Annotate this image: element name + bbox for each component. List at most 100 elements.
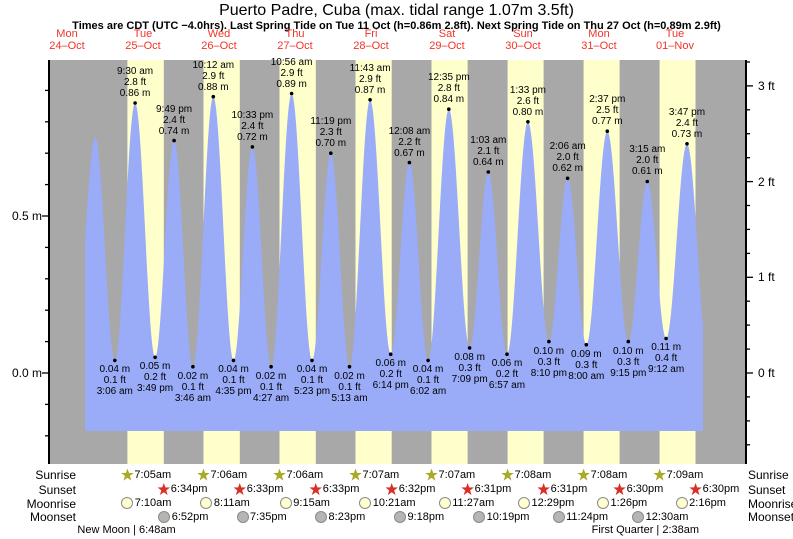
moonset-time: 7:35pm xyxy=(250,510,287,523)
chart-subtitle: Times are CDT (UTC −4.0hrs). Last Spring… xyxy=(72,20,721,32)
moonrise-circle-icon xyxy=(279,497,292,509)
moonrise-time: 8:11am xyxy=(213,497,250,509)
high-tide-label: 11:43 am 2.9 ft 0.87 m xyxy=(349,62,391,96)
moonrise-time: 10:21am xyxy=(372,497,416,509)
day-label: Tue 01–Nov xyxy=(656,28,694,52)
high-tide-label: 3:47 pm 2.4 ft 0.73 m xyxy=(668,106,706,140)
sunrise-time: 7:08am xyxy=(514,468,552,481)
moonset-time: 8:23pm xyxy=(328,510,366,523)
moonrise-time: 1:26pm xyxy=(610,497,648,509)
low-tide-label: 0.02 m 0.1 ft 3:46 am xyxy=(174,370,211,404)
sunrise-time: 7:07am xyxy=(438,468,476,481)
high-tide-label: 12:35 pm 2.8 ft 0.84 m xyxy=(427,72,470,106)
moonrise-time: 2:16pm xyxy=(689,497,726,509)
tide-area xyxy=(85,93,703,432)
high-tide-label: 10:12 am 2.9 ft 0.88 m xyxy=(192,59,235,93)
sunrise-time: 7:06am xyxy=(286,468,324,481)
moonset-time: 11:24pm xyxy=(566,510,609,523)
almanac-row-label-left-sunrise: Sunrise xyxy=(35,468,76,482)
almanac-row-label-left-sunset: Sunset xyxy=(38,482,76,497)
sunset-time: 6:34pm xyxy=(170,483,208,495)
almanac-row-label-right-sunset: Sunset xyxy=(748,482,786,497)
low-tide-label: 0.10 m 0.3 ft 8:10 pm xyxy=(530,345,567,379)
axis-label-m: 0.0 m xyxy=(11,366,42,380)
day-label: Tue 25–Oct xyxy=(125,28,161,52)
day-label: Mon 31–Oct xyxy=(581,28,617,52)
almanac-row-label-left-moonrise: Moonrise xyxy=(26,496,76,511)
moonrise-circle-icon xyxy=(359,497,372,509)
moonset-time: 6:52pm xyxy=(171,510,209,523)
moonset-circle-icon xyxy=(473,510,486,523)
sunrise-time: 7:05am xyxy=(134,468,172,481)
moonrise-circle-icon xyxy=(675,497,688,509)
high-tide-label: 1:33 pm 2.6 ft 0.80 m xyxy=(509,84,546,118)
high-tide-label: 10:56 am 2.9 ft 0.89 m xyxy=(270,56,313,90)
moonrise-circle-icon xyxy=(121,497,134,509)
sunset-time: 6:30pm xyxy=(702,483,740,495)
moonrise-circle-icon xyxy=(518,497,531,509)
moon-phase-note: New Moon | 6:48am xyxy=(77,524,176,536)
day-label: Sun 30–Oct xyxy=(505,28,541,52)
moonrise-time: 12:29pm xyxy=(531,497,575,509)
moonset-time: 10:19pm xyxy=(486,510,530,523)
day-label: Sat 29–Oct xyxy=(429,28,465,52)
moonset-time: 12:30am xyxy=(645,510,689,523)
high-tide-label: 2:06 am 2.0 ft 0.62 m xyxy=(549,141,586,175)
moonset-circle-icon xyxy=(632,510,645,523)
high-tide-label: 9:30 am 2.8 ft 0.86 m xyxy=(117,65,154,99)
page-title: Puerto Padre, Cuba (max. tidal range 1.0… xyxy=(219,2,574,19)
low-tide-label: 0.02 m 0.1 ft 4:27 am xyxy=(253,370,290,404)
moonset-circle-icon xyxy=(315,510,328,523)
axis-label-ft: 3 ft xyxy=(758,78,775,93)
moonrise-time: 7:10am xyxy=(134,497,172,509)
low-tide-label: 0.06 m 0.2 ft 6:57 am xyxy=(488,358,526,392)
low-tide-label: 0.10 m 0.3 ft 9:15 pm xyxy=(610,345,647,379)
moonrise-circle-icon xyxy=(597,497,610,509)
axis-lines-and-ticks xyxy=(42,60,753,464)
low-tide-label: 0.04 m 0.1 ft 3:06 am xyxy=(96,364,133,398)
almanac-row-label-left-moonset: Moonset xyxy=(29,510,76,524)
day-label: Wed 26–Oct xyxy=(201,28,237,52)
moonrise-circle-icon xyxy=(200,497,213,509)
low-tide-label: 0.04 m 0.1 ft 6:02 am xyxy=(410,364,447,398)
sunrise-time: 7:06am xyxy=(210,468,248,481)
axis-label-ft: 1 ft xyxy=(758,270,775,285)
high-tide-label: 3:15 am 2.0 ft 0.61 m xyxy=(629,144,666,178)
almanac-row-label-right-sunrise: Sunrise xyxy=(748,468,789,482)
low-tide-label: 0.02 m 0.1 ft 5:13 am xyxy=(331,370,368,404)
axis-label-m: 0.5 m xyxy=(11,209,42,223)
moonset-circle-icon xyxy=(158,510,171,523)
sunrise-time: 7:07am xyxy=(362,468,400,481)
sunset-time: 6:31pm xyxy=(474,483,512,495)
low-tide-label: 0.09 m 0.3 ft 8:00 am xyxy=(568,348,605,382)
moonset-circle-icon xyxy=(393,510,406,523)
almanac-row-label-right-moonrise: Moonrise xyxy=(748,496,793,511)
moonrise-time: 11:27am xyxy=(452,497,495,509)
sunset-time: 6:30pm xyxy=(626,483,664,495)
sunset-time: 6:32pm xyxy=(398,483,436,495)
moonset-circle-icon xyxy=(236,510,249,523)
sunrise-time: 7:09am xyxy=(666,468,704,481)
sunset-time: 6:33pm xyxy=(322,483,360,495)
moonset-circle-icon xyxy=(552,510,565,523)
low-tide-label: 0.08 m 0.3 ft 7:09 pm xyxy=(451,351,488,385)
sunset-time: 6:33pm xyxy=(246,483,284,495)
axis-label-ft: 0 ft xyxy=(758,366,775,380)
sunrise-time: 7:08am xyxy=(590,468,628,481)
moon-phase-note: First Quarter | 2:38am xyxy=(591,524,700,536)
low-tide-label: 0.11 m 0.4 ft 9:12 am xyxy=(648,342,685,376)
low-tide-label: 0.05 m 0.2 ft 3:49 pm xyxy=(137,361,174,395)
high-tide-label: 11:19 pm 2.3 ft 0.70 m xyxy=(310,116,352,150)
high-tide-label: 12:08 am 2.2 ft 0.67 m xyxy=(388,125,431,159)
moonset-time: 9:18pm xyxy=(407,510,445,523)
low-tide-label: 0.04 m 0.1 ft 5:23 pm xyxy=(293,364,331,398)
day-label: Fri 28–Oct xyxy=(353,28,389,52)
low-tide-label: 0.04 m 0.1 ft 4:35 pm xyxy=(215,364,252,398)
moonrise-time: 9:15am xyxy=(293,497,330,509)
axis-label-ft: 2 ft xyxy=(758,174,775,189)
high-tide-label: 1:03 am 2.1 ft 0.64 m xyxy=(470,135,507,169)
day-label: Thu 27–Oct xyxy=(277,28,313,52)
day-label: Mon 24–Oct xyxy=(49,28,85,52)
high-tide-label: 10:33 pm 2.4 ft 0.72 m xyxy=(231,109,274,143)
